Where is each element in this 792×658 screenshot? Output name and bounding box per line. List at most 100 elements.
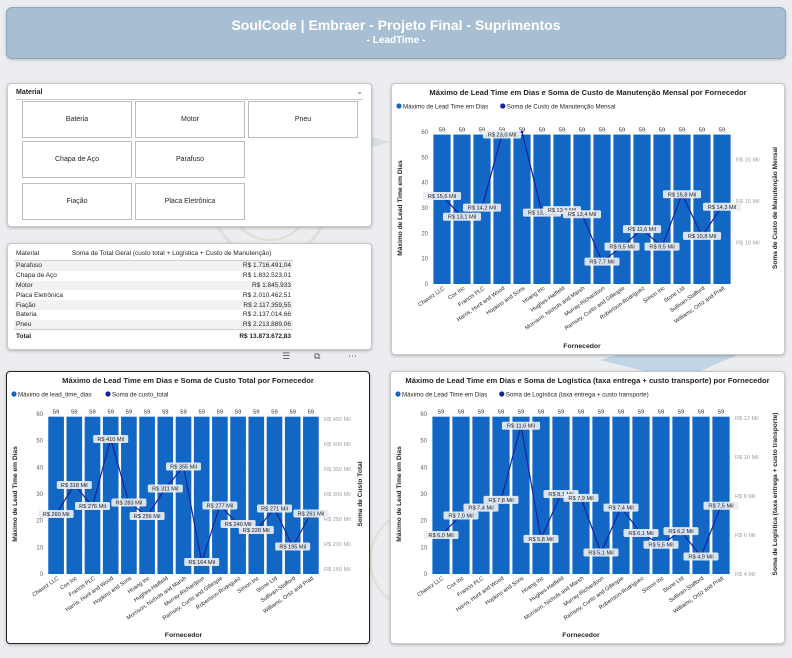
more-options-icon[interactable]: ⋯ xyxy=(348,351,357,361)
bar-robertson-rodriguez[interactable] xyxy=(633,134,651,284)
bar-sullivan-stafford[interactable] xyxy=(693,134,711,284)
bar-cox-inc[interactable] xyxy=(453,134,471,284)
line-label-bg xyxy=(238,526,274,534)
x-tick-label: Chavez LLC xyxy=(32,576,61,599)
bar-chavez-llc[interactable] xyxy=(432,416,450,574)
line-label-text: R$ 195 Mil xyxy=(279,545,306,551)
bar-williams-ortiz-and-pratt[interactable] xyxy=(303,416,319,574)
line-label-text: R$ 6,0 Mil xyxy=(428,533,453,539)
bar-sullivan-stafford[interactable] xyxy=(284,416,301,574)
bar-robertson-rodriguez[interactable] xyxy=(632,416,650,574)
bar-morrison-nichols-and-marsh[interactable] xyxy=(175,416,192,574)
bar-francis-plc[interactable] xyxy=(84,416,101,574)
legend-marker-line xyxy=(500,103,506,109)
legend-marker-bar xyxy=(11,391,17,397)
bar-robertson-rodriguez[interactable] xyxy=(230,416,246,574)
bar-francis-plc[interactable] xyxy=(472,416,490,574)
focus-mode-icon[interactable]: ⧉ xyxy=(314,351,321,361)
legend-entry-line[interactable]: Soma de Logística (taxa entrega + custo … xyxy=(506,392,649,399)
line-point[interactable] xyxy=(520,130,524,134)
table-row[interactable]: Motor R$ 1.845.933 xyxy=(14,280,293,291)
line-data-label: R$ 5,8 Mil xyxy=(523,534,559,543)
table-row[interactable]: Bateria R$ 2.137.014,66 xyxy=(14,310,293,320)
table-row[interactable]: Pneu R$ 2.213.889,06 xyxy=(14,319,293,330)
bar-chavez-llc[interactable] xyxy=(48,416,64,574)
bar-simon-inc[interactable] xyxy=(652,416,670,574)
legend-entry-line[interactable]: Soma de Custo de Manutenção Mensal xyxy=(507,104,616,111)
line-label-text: R$ 11,6 Mil xyxy=(507,424,535,430)
bar-hoang-inc[interactable] xyxy=(532,416,550,574)
bar-stone-ltd[interactable] xyxy=(672,416,690,574)
bar-williams-ortiz-and-pratt[interactable] xyxy=(712,416,730,574)
bar-harris-hunt-and-wood[interactable] xyxy=(492,416,510,574)
legend-marker-line xyxy=(105,391,111,397)
bar-stone-ltd[interactable] xyxy=(266,416,283,574)
slicer-item-bateria[interactable]: Bateria xyxy=(22,101,132,138)
value-cell: R$ 2.117.359,55 xyxy=(69,300,293,310)
total-cost-chart[interactable]: Máximo de Lead Time em Dias e Soma de Cu… xyxy=(6,371,370,644)
table-row[interactable]: Fiação R$ 2.117.359,55 xyxy=(14,300,293,310)
y2-tick-label: R$ 12 Mil xyxy=(735,416,759,422)
line-label-bg xyxy=(483,495,519,504)
bar-sullivan-stafford[interactable] xyxy=(692,416,710,574)
bar-label: 59 xyxy=(308,410,314,416)
bar-hopkins-and-sons[interactable] xyxy=(121,416,137,574)
y2-tick-label: R$ 15 Mil xyxy=(736,199,760,205)
slicer-item-parafuso[interactable]: Parafuso xyxy=(135,141,245,178)
y-tick-label: 60 xyxy=(36,412,43,418)
bar-harris-hunt-and-wood[interactable] xyxy=(493,134,511,284)
legend-marker-line xyxy=(499,391,505,397)
line-data-label: R$ 7,0 Mil xyxy=(443,511,479,520)
bar-hoang-inc[interactable] xyxy=(139,416,155,574)
bar-label: 59 xyxy=(659,128,665,134)
filter-lines-icon[interactable]: ☰ xyxy=(282,351,291,361)
bar-ramsey-curtis-and-gillespie[interactable] xyxy=(212,416,228,574)
column-header-total[interactable]: Soma de Total Geral (custo total + Logís… xyxy=(69,247,293,261)
bar-hopkins-and-sons[interactable] xyxy=(512,416,530,574)
line-data-label: R$ 13,1 Mil xyxy=(442,212,482,221)
legend-entry-bar[interactable]: Máximo de Lead Time em Dias xyxy=(402,392,487,399)
bar-cox-inc[interactable] xyxy=(66,416,83,574)
value-cell: R$ 1.845.933 xyxy=(69,280,293,291)
legend-entry-bar[interactable]: Máximo de lead_time_dias xyxy=(18,392,92,399)
table-row[interactable]: Placa Eletrônica R$ 2.010.462,51 xyxy=(14,290,293,300)
table-row[interactable]: Chapa de Aço R$ 1.832.523,01 xyxy=(14,271,293,281)
bar-murray-richardson[interactable] xyxy=(592,416,610,574)
bar-harris-hunt-and-wood[interactable] xyxy=(102,416,119,574)
chart-title: Máximo de Lead Time em Dias e Soma de Cu… xyxy=(62,376,314,385)
y-tick-label: 60 xyxy=(421,130,428,136)
bar-label: 59 xyxy=(180,410,186,416)
chart-legend: Máximo de lead_time_dias Soma de custo_to… xyxy=(11,391,168,399)
chevron-down-icon[interactable]: ⌄ xyxy=(356,87,363,96)
line-label-bg xyxy=(662,190,702,199)
bar-hughes-hatfield[interactable] xyxy=(157,416,174,574)
y2-tick-label: R$ 450 Mil xyxy=(324,417,351,423)
bar-murray-richardson[interactable] xyxy=(193,416,210,574)
bar-hopkins-and-sons[interactable] xyxy=(513,134,531,284)
x-tick-label: Simon Inc xyxy=(642,286,666,305)
total-cost-chart-svg: Máximo de Lead Time em Dias e Soma de Cu… xyxy=(11,376,364,639)
line-label-bg xyxy=(703,501,739,510)
slicer-item-motor[interactable]: Motor xyxy=(135,101,245,138)
bar-chavez-llc[interactable] xyxy=(433,134,451,284)
bar-cox-inc[interactable] xyxy=(452,416,470,574)
table-row[interactable]: Parafuso R$ 1.716.491,04 xyxy=(14,260,293,271)
maintenance-cost-chart[interactable]: Máximo de Lead Time em Dias e Soma de Cu… xyxy=(391,83,785,355)
line-label-bg xyxy=(111,498,147,507)
bar-simon-inc[interactable] xyxy=(653,134,671,284)
y-axis-title: Máximo de Lead Time em Dias xyxy=(397,160,404,256)
bar-simon-inc[interactable] xyxy=(248,416,265,574)
slicer-item-pneu[interactable]: Pneu xyxy=(248,101,358,138)
legend-entry-bar[interactable]: Máximo de Lead Time em Dias xyxy=(403,104,488,111)
logistics-chart[interactable]: Máximo de Lead Time em Dias e Soma de Lo… xyxy=(390,371,785,644)
line-data-label: R$ 14,2 Mil xyxy=(462,203,502,212)
line-data-label: R$ 7,4 Mil xyxy=(463,503,499,512)
column-header-material[interactable]: Material xyxy=(14,247,70,261)
slicer-item-placa-eletronica[interactable]: Placa Eletrônica xyxy=(135,183,245,220)
bar-morrison-nichols-and-marsh[interactable] xyxy=(573,134,591,284)
slicer-item-chapa-de-aco[interactable]: Chapa de Aço xyxy=(22,141,132,178)
line-label-text: R$ 283 Mil xyxy=(116,501,143,507)
slicer-item-fiacao[interactable]: Fiação xyxy=(22,183,132,220)
legend-entry-line[interactable]: Soma de custo_total xyxy=(112,392,168,399)
bar-label: 59 xyxy=(253,410,259,416)
